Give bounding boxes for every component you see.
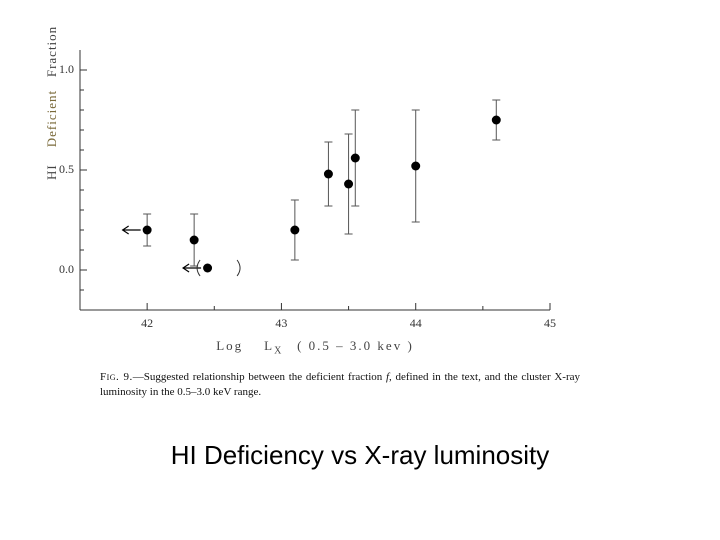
y-tick-label: 1.0 <box>40 62 74 77</box>
slide-title: HI Deficiency vs X-ray luminosity <box>0 440 720 471</box>
y-axis-label: HI Deficient Fraction <box>44 26 60 180</box>
plot-svg <box>80 50 550 310</box>
caption-label: Fig. 9. <box>100 371 133 383</box>
x-axis-label-range: ( 0.5 – 3.0 kev ) <box>297 338 414 353</box>
x-tick-label: 43 <box>275 316 287 331</box>
y-tick-label: 0.0 <box>40 262 74 277</box>
x-tick-label: 42 <box>141 316 153 331</box>
y-axis-label-part-deficient: Deficient <box>44 90 59 147</box>
x-tick-label: 45 <box>544 316 556 331</box>
figure-caption: Fig. 9.—Suggested relationship between t… <box>100 370 580 400</box>
x-axis-label: Log LX ( 0.5 – 3.0 kev ) <box>80 338 550 357</box>
figure-slide: HI Deficient Fraction 0.0 0.5 1.0 42 43 44 45… <box>0 0 720 540</box>
x-axis-label-L: L <box>264 338 274 353</box>
x-axis-label-sub: X <box>274 346 281 357</box>
scatter-plot <box>80 50 550 310</box>
x-axis-label-log: Log <box>216 338 243 353</box>
x-tick-label: 44 <box>410 316 422 331</box>
caption-text-1: —Suggested relationship between the defi… <box>133 371 386 383</box>
y-tick-label: 0.5 <box>40 162 74 177</box>
slide-title-text: HI Deficiency vs X-ray luminosity <box>171 440 550 470</box>
